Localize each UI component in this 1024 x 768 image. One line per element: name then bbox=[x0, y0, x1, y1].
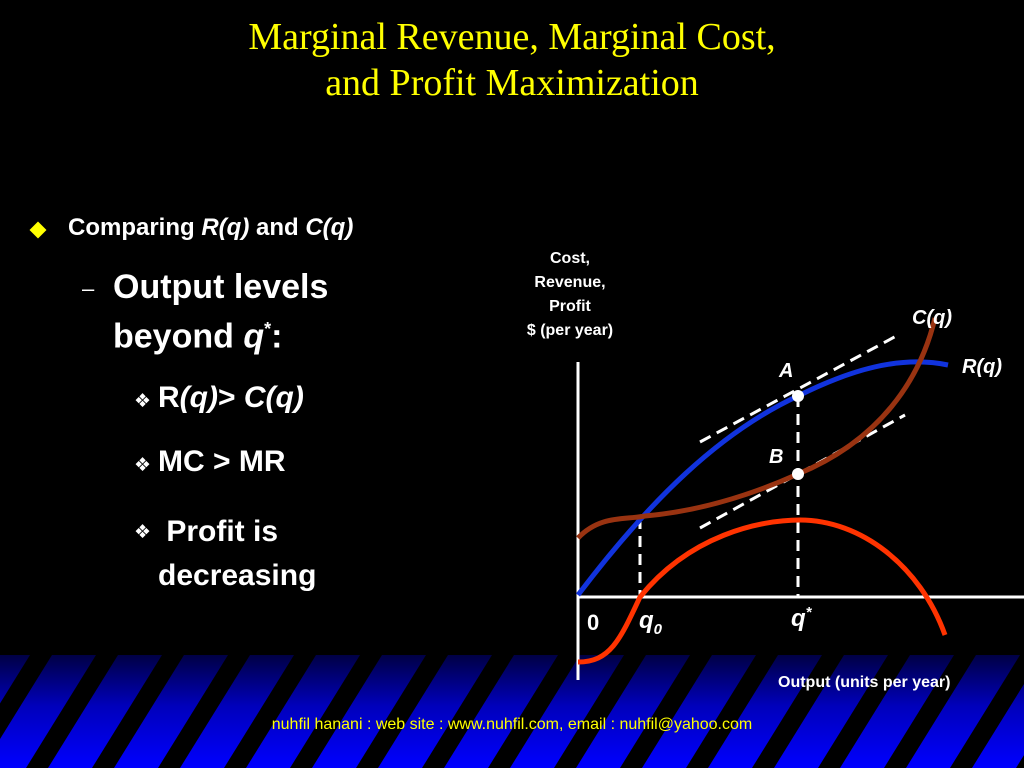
star-bullet-icon: ❖ bbox=[134, 391, 152, 412]
bullet-beyond: beyond bbox=[113, 317, 244, 356]
band-stripe bbox=[158, 655, 250, 768]
bullet-q: q bbox=[243, 317, 265, 356]
y-axis-label: Cost, Revenue, Profit $ (per year) bbox=[505, 247, 635, 343]
point-a-label: A bbox=[779, 360, 794, 382]
cost-curve bbox=[576, 317, 938, 540]
point-b-marker bbox=[792, 468, 804, 480]
title-line-2: and Profit Maximization bbox=[325, 62, 699, 104]
band-stripes bbox=[0, 655, 1024, 768]
band-stripe bbox=[620, 655, 712, 768]
x-axis-label: Output (units per year) bbox=[778, 674, 951, 691]
star-bullet-icon: ❖ bbox=[134, 455, 152, 476]
revenue-curve-label: R(q) bbox=[962, 356, 1002, 378]
y-axis-label-line: Cost, bbox=[550, 250, 590, 267]
bullet-profit-decreasing: Profit is decreasing bbox=[158, 510, 316, 598]
q0-letter: q bbox=[639, 607, 654, 634]
bullet-profit-line-1: Profit is bbox=[158, 515, 279, 548]
bullet-colon: : bbox=[271, 317, 283, 356]
y-axis-label-line: $ (per year) bbox=[526, 322, 614, 339]
band-stripe bbox=[422, 655, 514, 768]
tangent-line-revenue bbox=[699, 332, 901, 444]
band-stripe bbox=[290, 655, 382, 768]
bullet-profit-line-2: decreasing bbox=[158, 559, 317, 592]
bullet-c-of-q: C(q) bbox=[243, 381, 304, 414]
y-axis-label-line: Profit bbox=[549, 298, 591, 315]
q0-label: q0 bbox=[639, 607, 662, 638]
bullet-comparing: Comparing R(q) and C(q) bbox=[68, 214, 353, 242]
band-stripe bbox=[686, 655, 778, 768]
band-stripe bbox=[488, 655, 580, 768]
bullet-r: R bbox=[158, 381, 180, 414]
bullet-r-gt-c: R(q)> C(q) bbox=[158, 381, 304, 415]
title-line-1: Marginal Revenue, Marginal Cost, bbox=[248, 16, 776, 58]
profit-curve bbox=[577, 517, 948, 665]
bullet-mc-gt-mr: MC > MR bbox=[158, 445, 286, 478]
band-stripe bbox=[818, 655, 910, 768]
point-b-label: B bbox=[769, 446, 784, 468]
band-stripe bbox=[356, 655, 448, 768]
band-stripe bbox=[92, 655, 184, 768]
band-stripe bbox=[752, 655, 844, 768]
star-bullet-icon: ❖ bbox=[134, 522, 152, 543]
band-stripe bbox=[0, 655, 52, 739]
bullet-text: Comparing bbox=[68, 214, 202, 241]
slide-title: Marginal Revenue, Marginal Cost, and Pro… bbox=[0, 14, 1024, 106]
point-a-marker bbox=[792, 390, 804, 402]
dash-bullet-icon: – bbox=[82, 276, 95, 301]
qstar-superscript: * bbox=[805, 604, 812, 621]
bullet-gt: > bbox=[217, 381, 244, 414]
bullet-output-line-1: Output levels bbox=[113, 268, 329, 306]
band-stripe bbox=[26, 655, 118, 768]
bullet-cq: C(q) bbox=[305, 214, 354, 241]
cost-curve-label: C(q) bbox=[912, 307, 952, 329]
band-stripe bbox=[950, 655, 1024, 768]
bullet-rq: R(q) bbox=[201, 214, 250, 241]
bullet-text-and: and bbox=[249, 214, 306, 241]
band-stripe bbox=[554, 655, 646, 768]
qstar-label: q* bbox=[791, 604, 812, 633]
q0-subscript: 0 bbox=[653, 620, 663, 638]
bullet-output-levels: Output levels beyond q*: bbox=[113, 266, 328, 357]
bullet-q-paren: (q) bbox=[179, 381, 218, 414]
bullet-q-star: * bbox=[264, 319, 272, 339]
band-stripe bbox=[884, 655, 976, 768]
qstar-letter: q bbox=[791, 605, 806, 632]
band-stripe bbox=[224, 655, 316, 768]
origin-label: 0 bbox=[587, 610, 600, 635]
revenue-curve bbox=[576, 359, 949, 597]
y-axis-label-line: Revenue, bbox=[534, 274, 606, 291]
band-stripe bbox=[1016, 755, 1024, 768]
footer-text: nuhfil hanani : web site : www.nuhfil.co… bbox=[271, 716, 753, 733]
bullet-output-line-2: beyond q*: bbox=[113, 308, 328, 357]
